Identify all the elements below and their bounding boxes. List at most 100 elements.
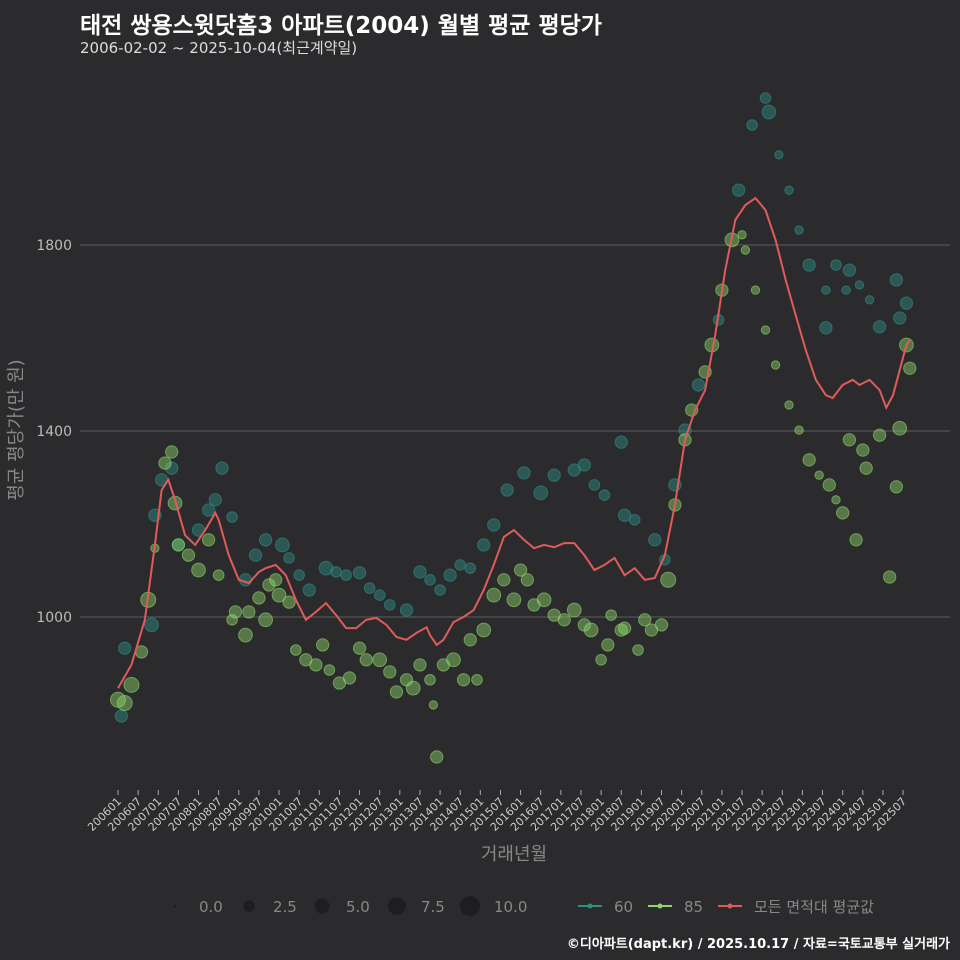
data-point-60 bbox=[352, 566, 367, 580]
data-point-60 bbox=[517, 466, 531, 480]
data-point-60 bbox=[302, 583, 316, 597]
size-legend-label: 2.5 bbox=[273, 898, 297, 916]
data-point-85 bbox=[456, 673, 471, 687]
data-point-85 bbox=[872, 428, 887, 442]
data-point-85 bbox=[892, 420, 908, 436]
data-point-60 bbox=[598, 489, 611, 501]
data-point-60 bbox=[893, 311, 907, 325]
data-point-85 bbox=[238, 627, 253, 643]
data-point-85 bbox=[463, 633, 477, 647]
data-point-60 bbox=[841, 285, 851, 295]
data-point-60 bbox=[373, 589, 386, 601]
data-point-85 bbox=[181, 548, 196, 562]
series-line-average bbox=[117, 196, 911, 689]
data-point-85 bbox=[191, 562, 206, 578]
data-point-60 bbox=[547, 468, 561, 482]
data-point-85 bbox=[497, 573, 511, 587]
legend-key-dot bbox=[727, 903, 733, 909]
data-point-85 bbox=[632, 644, 644, 656]
data-point-60 bbox=[424, 573, 436, 586]
data-point-85 bbox=[760, 325, 771, 335]
data-point-60 bbox=[842, 263, 857, 277]
data-point-85 bbox=[557, 613, 571, 627]
data-point-60 bbox=[732, 183, 746, 197]
data-point-60 bbox=[614, 435, 628, 449]
size-legend-circle bbox=[388, 897, 406, 915]
data-point-85 bbox=[171, 538, 186, 552]
data-point-85 bbox=[471, 673, 483, 686]
y-axis-title: 평균 평당가(만 원) bbox=[6, 359, 27, 500]
data-point-85 bbox=[486, 587, 502, 603]
data-point-60 bbox=[899, 296, 914, 310]
size-legend-label: 0.0 bbox=[199, 898, 223, 916]
data-point-85 bbox=[309, 658, 323, 672]
data-point-85 bbox=[430, 750, 444, 764]
data-point-60 bbox=[588, 479, 601, 491]
data-point-60 bbox=[648, 533, 662, 547]
data-point-60 bbox=[443, 568, 457, 582]
data-point-60 bbox=[118, 641, 132, 655]
data-point-60 bbox=[399, 603, 414, 617]
data-point-60 bbox=[165, 461, 179, 475]
data-point-60 bbox=[275, 537, 290, 553]
data-point-85 bbox=[352, 641, 367, 655]
size-legend-circle bbox=[314, 898, 330, 914]
data-point-60 bbox=[283, 552, 295, 564]
size-legend-label: 10.0 bbox=[494, 898, 527, 916]
data-point-60 bbox=[114, 709, 129, 723]
data-point-60 bbox=[784, 185, 794, 195]
data-point-85 bbox=[158, 456, 172, 470]
data-point-85 bbox=[617, 621, 632, 635]
data-point-60 bbox=[691, 378, 706, 392]
size-legend-circle bbox=[460, 896, 480, 916]
data-point-85 bbox=[201, 533, 216, 547]
data-point-85 bbox=[794, 425, 804, 435]
data-point-60 bbox=[617, 508, 632, 522]
data-point-85 bbox=[228, 605, 243, 619]
size-legend-circle bbox=[173, 904, 177, 908]
data-point-60 bbox=[144, 617, 159, 633]
data-point-85 bbox=[165, 445, 179, 459]
data-point-85 bbox=[315, 638, 330, 652]
data-point-60 bbox=[487, 518, 501, 532]
size-legend-circle bbox=[243, 900, 255, 912]
data-point-85 bbox=[242, 605, 256, 619]
data-point-85 bbox=[802, 453, 816, 467]
data-point-85 bbox=[513, 563, 528, 577]
data-point-85 bbox=[389, 685, 404, 699]
data-point-85 bbox=[750, 285, 761, 295]
data-point-85 bbox=[123, 676, 140, 693]
data-point-85 bbox=[536, 592, 552, 608]
legend-key-dot bbox=[587, 903, 593, 909]
y-tick-label: 1800 bbox=[36, 238, 72, 254]
data-point-60 bbox=[208, 493, 222, 507]
data-point-85 bbox=[859, 461, 873, 475]
data-point-85 bbox=[413, 658, 427, 672]
legend-label: 모든 면적대 평균값 bbox=[754, 898, 874, 916]
data-point-60 bbox=[201, 503, 216, 517]
size-legend-label: 7.5 bbox=[421, 898, 445, 916]
data-point-60 bbox=[577, 458, 592, 472]
data-point-60 bbox=[533, 485, 549, 501]
data-point-85 bbox=[566, 602, 582, 618]
data-point-85 bbox=[595, 653, 607, 666]
footer-credit: ©디아파트(dapt.kr) / 2025.10.17 / 자료=국토교통부 실… bbox=[566, 937, 950, 952]
data-point-60 bbox=[830, 259, 842, 271]
size-legend-label: 5.0 bbox=[346, 898, 370, 916]
data-point-60 bbox=[226, 511, 238, 523]
data-point-60 bbox=[854, 280, 865, 290]
legend-key-dot bbox=[657, 903, 663, 909]
data-point-85 bbox=[654, 618, 669, 632]
data-point-60 bbox=[293, 569, 305, 581]
data-point-85 bbox=[903, 361, 917, 375]
legend-label: 85 bbox=[684, 898, 703, 916]
data-point-85 bbox=[323, 664, 336, 676]
data-point-60 bbox=[746, 119, 758, 131]
data-point-85 bbox=[849, 533, 863, 547]
data-point-60 bbox=[821, 285, 831, 295]
data-point-60 bbox=[258, 533, 273, 547]
data-point-85 bbox=[282, 595, 296, 609]
legend-label: 60 bbox=[614, 898, 633, 916]
data-point-60 bbox=[330, 566, 342, 578]
data-point-85 bbox=[428, 700, 439, 710]
